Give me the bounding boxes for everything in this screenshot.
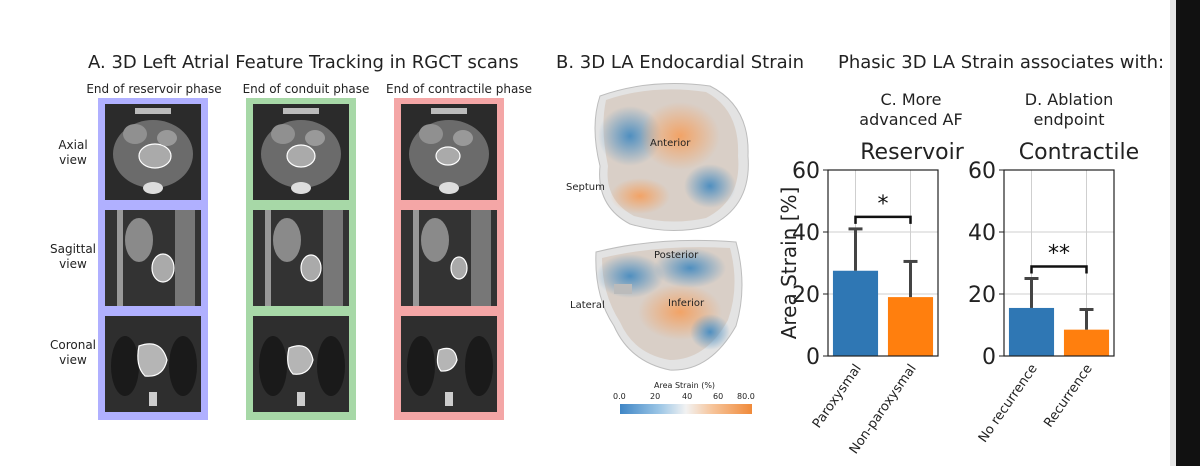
x-tick-label: Recurrence	[1041, 362, 1095, 431]
bar-non-paroxysmal	[887, 297, 934, 356]
screen-bezel-inner	[1170, 0, 1176, 466]
significance-marker: *	[878, 192, 889, 217]
screen-bezel	[1176, 0, 1200, 466]
label-anterior: Anterior	[650, 138, 691, 149]
phase-label-contractile: End of contractile phase	[386, 82, 532, 96]
scan-column-contractile	[394, 98, 504, 420]
phase-label-reservoir: End of reservoir phase	[86, 82, 222, 96]
bar-recurrence	[1063, 329, 1110, 356]
scan-column-conduit	[246, 98, 356, 420]
sagittal-ct-scan	[253, 210, 349, 306]
panel-b-title: B. 3D LA Endocardial Strain	[556, 52, 805, 73]
significance-bracket	[854, 215, 912, 224]
colorbar-tick-60: 60	[713, 392, 724, 401]
label-posterior: Posterior	[654, 250, 699, 261]
y-tick-label: 0	[982, 345, 996, 370]
label-inferior: Inferior	[668, 298, 705, 309]
axial-ct-scan	[105, 104, 201, 200]
top-atrium-mesh	[594, 83, 749, 231]
strain-mesh-illustration	[594, 83, 752, 414]
panel-c-subtitle: C. More advanced AF	[859, 90, 963, 129]
y-tick-label: 40	[792, 221, 820, 246]
strain-colorbar	[620, 404, 752, 414]
colorbar-tick-0: 0.0	[613, 392, 626, 401]
plot-frame	[1003, 169, 1115, 357]
x-tick-label: No recurrence	[976, 362, 1041, 446]
bar-no-recurrence	[1008, 307, 1055, 356]
view-label-sagittal: Sagittal view	[49, 242, 97, 271]
x-tick-label: Paroxysmal	[810, 362, 865, 431]
view-label-axial: Axial view	[58, 138, 88, 167]
phase-label-conduit: End of conduit phase	[242, 82, 370, 96]
colorbar-tick-20: 20	[650, 392, 661, 401]
panel-cd-title: Phasic 3D LA Strain associates with:	[838, 52, 1165, 73]
y-tick-label: 20	[792, 283, 820, 308]
colorbar-tick-80: 80.0	[737, 392, 755, 401]
axial-ct-scan	[401, 104, 497, 200]
scan-column-reservoir	[98, 98, 208, 420]
significance-bracket	[1030, 265, 1088, 274]
sagittal-ct-scan	[105, 210, 201, 306]
chart-d-title: Contractile	[1018, 140, 1140, 165]
coronal-ct-scan	[105, 316, 201, 412]
plot-frame	[827, 169, 939, 357]
bar-paroxysmal	[832, 270, 879, 356]
y-tick-label: 0	[806, 345, 820, 370]
view-label-coronal: Coronal view	[49, 338, 97, 367]
y-tick-label: 60	[792, 159, 820, 184]
colorbar-tick-40: 40	[682, 392, 693, 401]
panel-d-subtitle: D. Ablation endpoint	[1024, 90, 1114, 129]
y-axis-label: Area Strain [%]	[780, 187, 801, 340]
y-tick-label: 40	[968, 221, 996, 246]
label-lateral: Lateral	[570, 300, 605, 311]
coronal-ct-scan	[253, 316, 349, 412]
significance-marker: **	[1048, 242, 1070, 267]
chart-c-title: Reservoir	[860, 140, 964, 165]
y-tick-label: 20	[968, 283, 996, 308]
label-septum: Septum	[566, 182, 605, 193]
coronal-ct-scan	[401, 316, 497, 412]
colorbar-title: Area Strain (%)	[654, 381, 716, 390]
bottom-atrium-mesh	[595, 239, 743, 371]
sagittal-ct-scan	[401, 210, 497, 306]
y-tick-label: 60	[968, 159, 996, 184]
panel-a-title: A. 3D Left Atrial Feature Tracking in RG…	[88, 52, 519, 73]
axial-ct-scan	[253, 104, 349, 200]
